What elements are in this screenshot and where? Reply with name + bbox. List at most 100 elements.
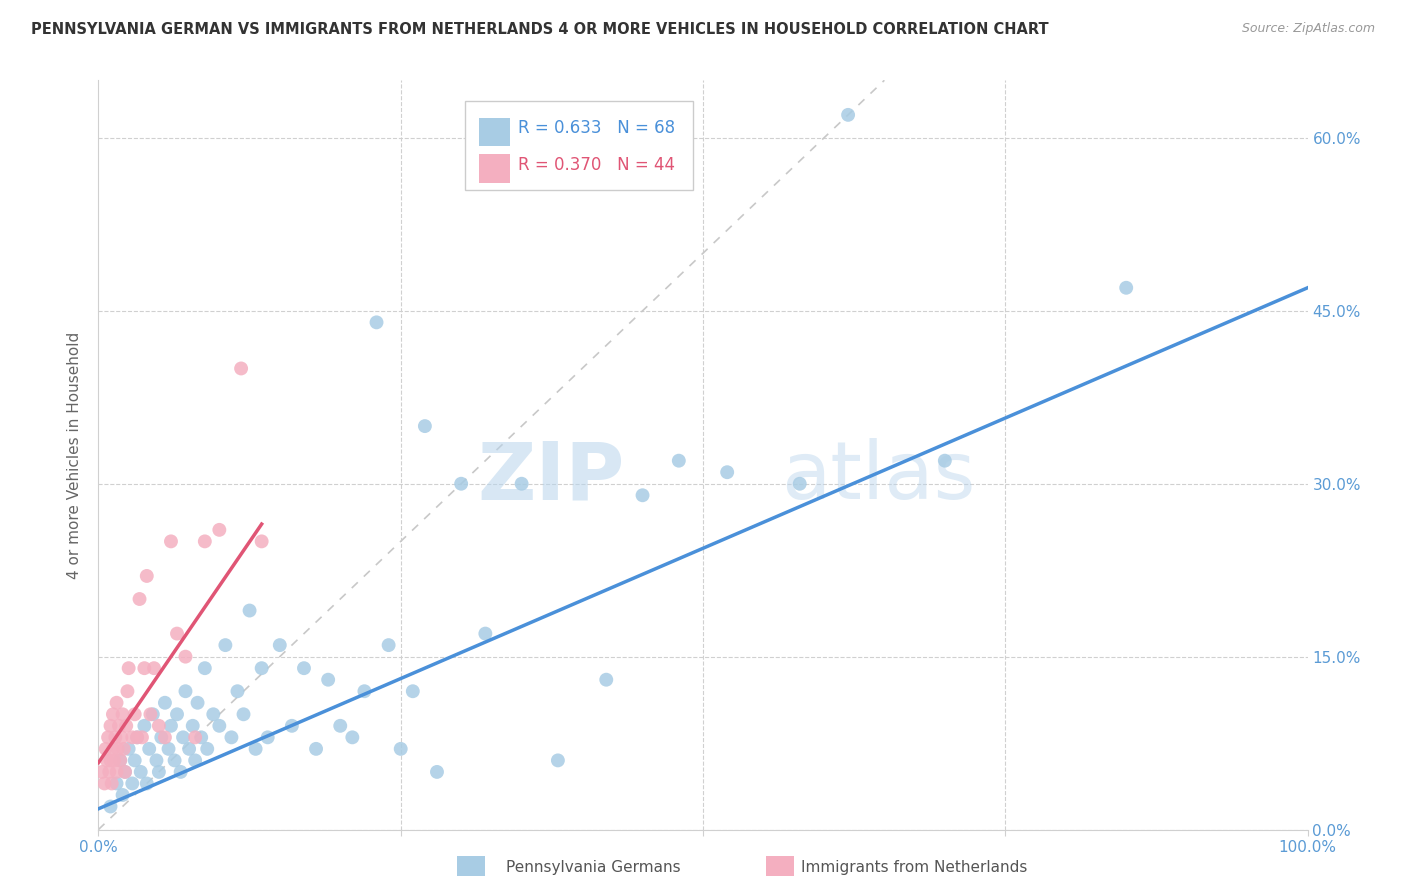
Point <box>100 719 122 733</box>
Point <box>174 684 197 698</box>
Point <box>221 731 243 745</box>
Point <box>111 707 134 722</box>
Point <box>150 731 173 745</box>
Point <box>108 719 131 733</box>
Point <box>187 696 209 710</box>
Point <box>474 626 496 640</box>
Point <box>160 534 183 549</box>
Point <box>190 731 212 745</box>
Point <box>134 719 156 733</box>
Point <box>353 684 375 698</box>
Point <box>101 707 124 722</box>
Point <box>184 753 207 767</box>
Point <box>163 753 186 767</box>
Point <box>101 742 124 756</box>
Y-axis label: 4 or more Vehicles in Household: 4 or more Vehicles in Household <box>67 331 83 579</box>
Point <box>100 776 122 790</box>
Point <box>250 534 273 549</box>
Point <box>105 764 128 779</box>
Point <box>112 742 135 756</box>
Point <box>160 719 183 733</box>
Point <box>108 753 131 767</box>
Text: Immigrants from Netherlands: Immigrants from Netherlands <box>801 860 1028 874</box>
Point <box>316 673 339 687</box>
Point <box>789 476 811 491</box>
Point <box>107 742 129 756</box>
Point <box>129 764 152 779</box>
Point <box>97 731 120 745</box>
Point <box>342 731 364 745</box>
Text: PENNSYLVANIA GERMAN VS IMMIGRANTS FROM NETHERLANDS 4 OR MORE VEHICLES IN HOUSEHO: PENNSYLVANIA GERMAN VS IMMIGRANTS FROM N… <box>31 22 1049 37</box>
Point <box>117 684 139 698</box>
Point <box>114 764 136 779</box>
Point <box>668 453 690 467</box>
Point <box>166 626 188 640</box>
Point <box>166 707 188 722</box>
Point <box>389 742 412 756</box>
Point <box>105 776 128 790</box>
Point <box>179 742 201 756</box>
Point <box>100 753 122 767</box>
Point <box>226 684 249 698</box>
FancyBboxPatch shape <box>479 154 509 183</box>
Point <box>402 684 425 698</box>
Point <box>148 719 170 733</box>
Point <box>202 707 225 722</box>
Point <box>93 776 115 790</box>
Point <box>138 742 160 756</box>
Point <box>131 731 153 745</box>
Point <box>547 753 569 767</box>
Point <box>153 731 176 745</box>
Point <box>91 764 114 779</box>
Point <box>121 731 143 745</box>
Point <box>208 523 231 537</box>
FancyBboxPatch shape <box>479 118 509 146</box>
Point <box>148 764 170 779</box>
Point <box>110 731 132 745</box>
Point <box>184 731 207 745</box>
Point <box>142 707 165 722</box>
Point <box>329 719 352 733</box>
Point <box>631 488 654 502</box>
Point <box>100 799 122 814</box>
Point <box>103 753 125 767</box>
Point <box>172 731 194 745</box>
Point <box>98 764 121 779</box>
Point <box>139 707 162 722</box>
Point <box>269 638 291 652</box>
Point <box>114 764 136 779</box>
Text: ZIP: ZIP <box>477 438 624 516</box>
Point <box>716 465 738 479</box>
Point <box>195 742 218 756</box>
Point <box>145 753 167 767</box>
Point <box>510 476 533 491</box>
Point <box>292 661 315 675</box>
Point <box>157 742 180 756</box>
Point <box>121 776 143 790</box>
Text: Pennsylvania Germans: Pennsylvania Germans <box>506 860 681 874</box>
Point <box>111 788 134 802</box>
Text: Source: ZipAtlas.com: Source: ZipAtlas.com <box>1241 22 1375 36</box>
Text: R = 0.370   N = 44: R = 0.370 N = 44 <box>517 156 675 174</box>
Point <box>115 719 138 733</box>
Point <box>194 661 217 675</box>
Point <box>135 776 157 790</box>
Point <box>118 661 141 675</box>
Point <box>127 731 149 745</box>
Point <box>426 764 449 779</box>
Point <box>134 661 156 675</box>
Point <box>250 661 273 675</box>
Point <box>208 719 231 733</box>
Point <box>245 742 267 756</box>
Point <box>305 742 328 756</box>
Point <box>135 569 157 583</box>
Point <box>105 696 128 710</box>
Point <box>239 603 262 617</box>
Point <box>108 753 131 767</box>
Text: R = 0.633   N = 68: R = 0.633 N = 68 <box>517 120 675 137</box>
Point <box>450 476 472 491</box>
Point <box>595 673 617 687</box>
Point <box>94 742 117 756</box>
FancyBboxPatch shape <box>465 102 693 190</box>
Point <box>169 764 191 779</box>
